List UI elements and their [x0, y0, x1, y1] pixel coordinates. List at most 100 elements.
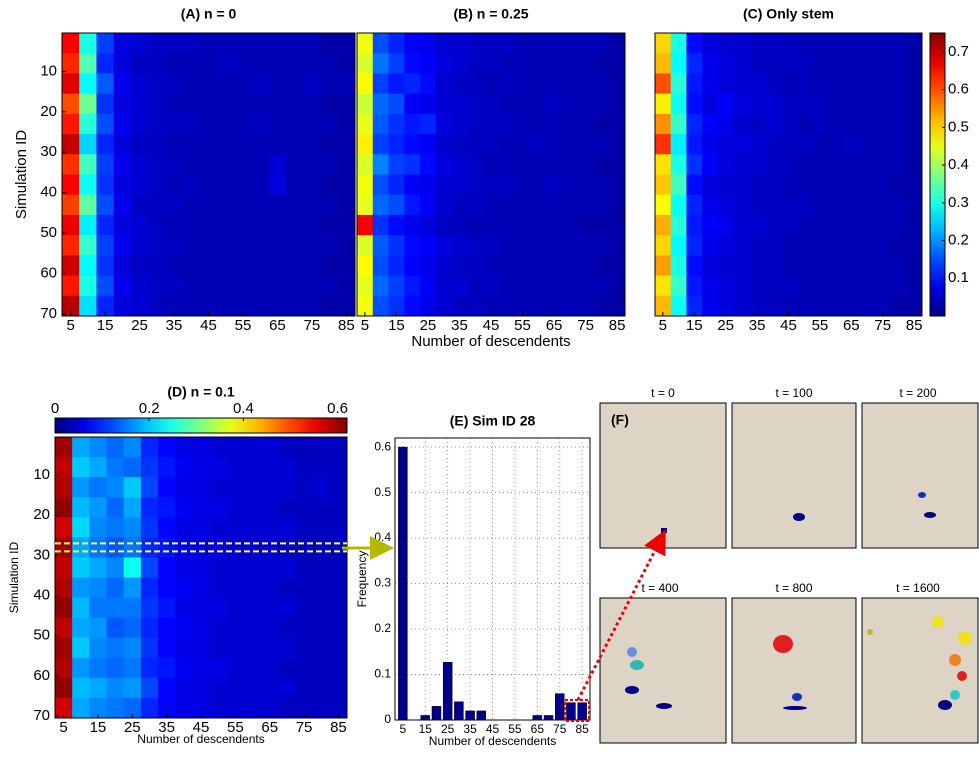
- heat-cell: [209, 437, 228, 458]
- heat-cell: [113, 174, 132, 196]
- y-tick-label: 0.2: [374, 621, 391, 635]
- heat-cell: [593, 93, 610, 115]
- bar: [543, 715, 554, 721]
- heat-cell: [467, 194, 484, 216]
- heat-cell: [226, 477, 245, 498]
- heat-cell: [278, 617, 296, 639]
- heat-cell: [158, 557, 176, 578]
- heat-cell: [702, 73, 719, 95]
- heat-cell: [483, 33, 500, 54]
- y-tick-label: 30: [40, 143, 57, 160]
- heat-cell: [530, 255, 547, 277]
- heat-cell: [295, 437, 314, 458]
- heat-cell: [670, 295, 687, 317]
- snapshot-frame: [861, 597, 979, 744]
- heat-cell: [435, 275, 453, 297]
- heat-cell: [498, 194, 516, 216]
- heat-cell: [420, 214, 437, 236]
- heat-cell: [158, 597, 176, 619]
- heat-cell: [106, 617, 125, 639]
- heat-cell: [749, 174, 766, 196]
- heat-cell: [140, 557, 159, 578]
- heat-cell: [686, 154, 703, 175]
- heat-cell: [303, 73, 322, 95]
- heat-cell: [123, 697, 142, 719]
- bar: [398, 446, 408, 721]
- heat-cell: [372, 174, 390, 196]
- heat-cell: [199, 255, 218, 277]
- heat-cell: [199, 53, 218, 74]
- heat-cell: [303, 295, 322, 317]
- heat-cell: [420, 275, 437, 297]
- heat-cell: [175, 617, 193, 639]
- heat-cell: [234, 295, 253, 317]
- heat-cell: [670, 275, 687, 297]
- heat-cell: [175, 637, 193, 659]
- heat-cell: [451, 235, 468, 256]
- heat-cell: [874, 295, 892, 317]
- bar: [577, 702, 587, 721]
- heat-cell: [106, 457, 125, 478]
- y-tick-label: 40: [33, 587, 50, 604]
- heat-cell: [796, 53, 813, 74]
- heat-cell: [514, 73, 531, 95]
- heat-cell: [261, 517, 279, 538]
- heat-cell: [655, 33, 672, 54]
- heat-cell: [243, 657, 262, 679]
- heat-cell: [165, 275, 184, 297]
- heat-cell: [106, 697, 125, 719]
- heat-cell: [796, 113, 813, 135]
- heat-cell: [546, 255, 563, 277]
- heat-cell: [498, 295, 516, 317]
- heat-cell: [609, 53, 626, 74]
- heat-cell: [209, 517, 228, 538]
- heat-cell: [546, 134, 563, 155]
- heat-cell: [72, 657, 90, 679]
- heat-cell: [843, 53, 860, 74]
- heat-cell: [329, 597, 348, 619]
- heat-cell: [217, 235, 235, 256]
- heat-cell: [113, 93, 132, 115]
- heat-cell: [609, 154, 626, 175]
- heat-cell: [243, 437, 262, 458]
- heat-cell: [329, 457, 348, 478]
- heat-cell: [717, 53, 735, 74]
- heat-cell: [295, 677, 314, 699]
- heat-cell: [286, 73, 304, 95]
- heat-cell: [182, 53, 201, 74]
- heat-cell: [561, 295, 579, 317]
- heat-cell: [165, 255, 184, 277]
- heat-cell: [733, 73, 750, 95]
- heat-cell: [192, 557, 211, 578]
- heat-cell: [498, 214, 516, 236]
- heat-cell: [483, 134, 500, 155]
- heat-cell: [812, 53, 829, 74]
- heat-cell: [357, 53, 374, 74]
- cell-cluster: [627, 647, 637, 657]
- heat-cell: [140, 437, 159, 458]
- heat-cell: [175, 497, 193, 518]
- heat-cell: [467, 255, 484, 277]
- heat-cell: [827, 214, 844, 236]
- heat-cell: [303, 214, 322, 236]
- x-tick-label: 65: [546, 317, 563, 334]
- heat-cell: [357, 295, 374, 317]
- heat-cell: [106, 537, 125, 558]
- heat-cell: [388, 134, 405, 155]
- heat-cell: [372, 214, 390, 236]
- heat-cell: [209, 557, 228, 578]
- panel-f: (F) t = 0 t = 100 t = 200 t = 400 t = 80…: [599, 386, 979, 744]
- heat-cell: [890, 33, 907, 54]
- cell-cluster: [958, 631, 972, 645]
- heat-cell: [182, 73, 201, 95]
- heat-cell: [234, 134, 253, 155]
- x-tick-label: 75: [874, 317, 891, 334]
- heat-cell: [749, 134, 766, 155]
- heat-cell: [420, 134, 437, 155]
- x-tick-label: 75: [577, 317, 594, 334]
- heat-cell: [561, 154, 579, 175]
- heat-cell: [404, 194, 421, 216]
- heat-cell: [165, 235, 184, 256]
- heat-cell: [796, 154, 813, 175]
- heat-cell: [89, 517, 108, 538]
